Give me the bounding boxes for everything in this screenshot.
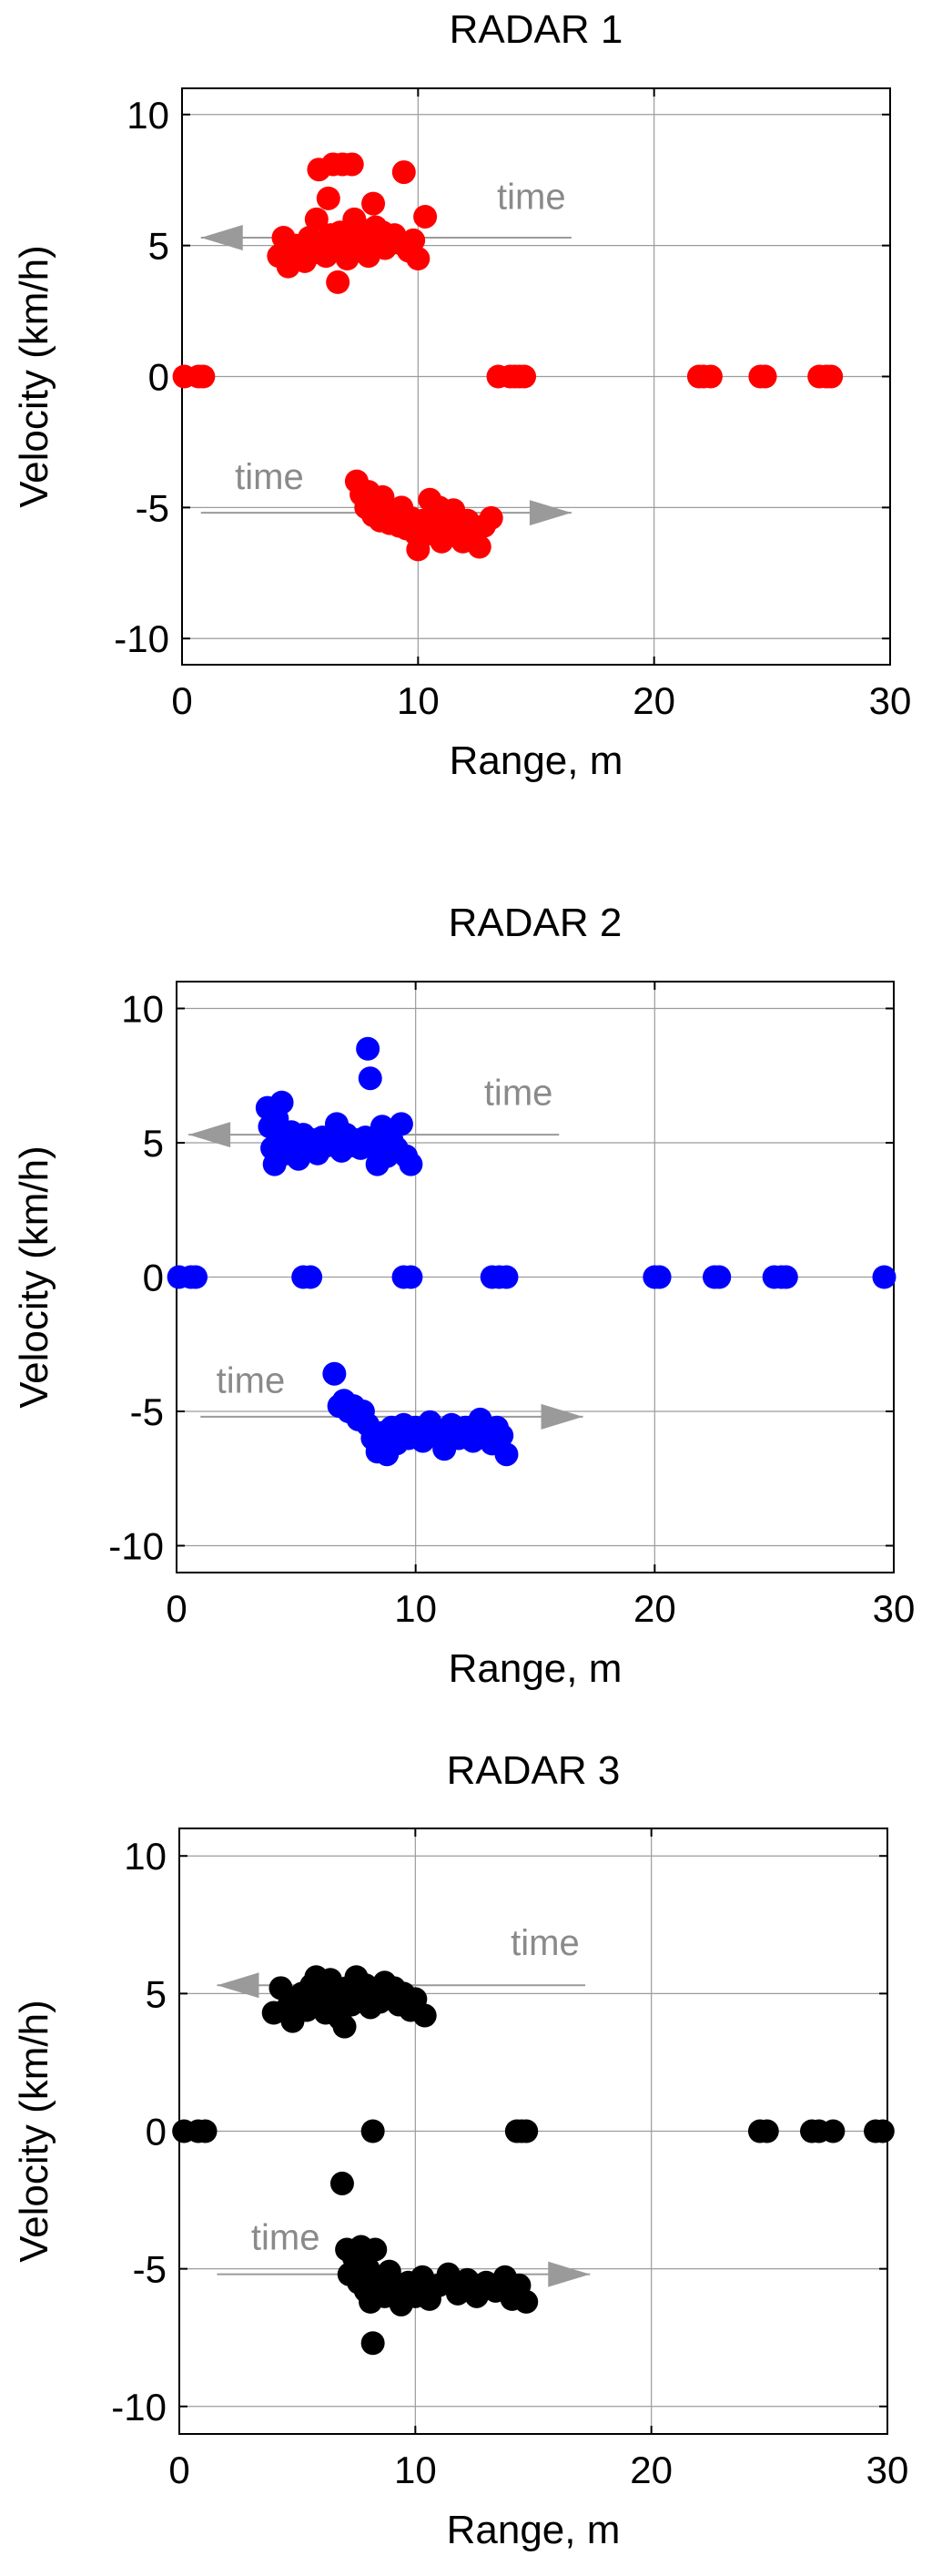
y-tick-label: -5: [133, 2248, 167, 2291]
data-point: [494, 1265, 519, 1289]
time-arrow-head: [541, 1403, 583, 1430]
data-point: [299, 1265, 323, 1289]
data-point: [356, 1036, 380, 1061]
data-point: [494, 1442, 519, 1467]
data-point: [358, 1066, 382, 1091]
time-arrow-head: [188, 1122, 231, 1148]
data-point: [329, 2171, 354, 2195]
x-axis-label: Range, m: [450, 738, 623, 783]
data-point: [191, 364, 216, 389]
y-tick-label: -10: [111, 2386, 167, 2428]
data-point: [316, 186, 340, 210]
y-tick-label: -10: [108, 1525, 164, 1568]
time-arrow-head: [529, 500, 572, 526]
x-tick-label: 10: [397, 679, 440, 722]
y-axis-label: Velocity (km/h): [12, 2000, 56, 2263]
data-point: [647, 1265, 672, 1289]
x-tick-label: 30: [873, 1587, 916, 1630]
data-point: [399, 1152, 423, 1176]
y-axis-label: Velocity (km/h): [12, 245, 56, 508]
y-tick-label: 5: [143, 1122, 164, 1165]
data-point: [821, 2119, 846, 2143]
x-axis-label: Range, m: [449, 1646, 623, 1691]
y-tick-label: 10: [124, 1835, 167, 1878]
data-point: [774, 1265, 798, 1289]
data-point: [436, 2262, 461, 2286]
chart-title: RADAR 2: [449, 901, 623, 945]
chart-title: RADAR 3: [447, 1748, 621, 1793]
data-point: [363, 2237, 388, 2262]
time-annotation-label: time: [511, 1923, 580, 1963]
y-tick-label: -5: [130, 1390, 164, 1433]
x-tick-label: 10: [394, 2449, 437, 2491]
x-tick-label: 30: [869, 679, 912, 722]
x-tick-label: 0: [166, 1587, 187, 1630]
x-tick-label: 20: [630, 2449, 673, 2491]
data-point: [467, 535, 491, 559]
time-annotation-label: time: [251, 2217, 320, 2257]
time-arrow-head: [217, 1972, 259, 1999]
chart-title: RADAR 1: [450, 7, 623, 52]
data-point: [512, 364, 537, 389]
time-arrow-head: [200, 225, 243, 251]
data-point: [406, 247, 431, 271]
data-point: [389, 1112, 413, 1136]
y-tick-label: 10: [127, 94, 169, 137]
data-point: [339, 152, 364, 177]
data-point: [391, 160, 416, 185]
time-annotation-label: time: [484, 1074, 553, 1114]
data-point: [401, 228, 426, 252]
time-annotation-label: time: [497, 177, 566, 217]
x-tick-label: 20: [633, 679, 675, 722]
data-point: [360, 2119, 385, 2143]
y-tick-label: 0: [143, 1257, 164, 1299]
data-point: [360, 2331, 385, 2356]
y-tick-label: 0: [148, 356, 169, 399]
time-annotation-label: time: [235, 457, 304, 497]
y-tick-label: 10: [121, 988, 164, 1031]
x-tick-label: 10: [394, 1587, 437, 1630]
x-axis-label: Range, m: [447, 2508, 621, 2552]
data-point: [870, 2119, 895, 2143]
x-tick-label: 20: [633, 1587, 676, 1630]
y-axis-label: Velocity (km/h): [12, 1145, 56, 1409]
time-annotation-label: time: [217, 1360, 286, 1400]
data-point: [269, 1090, 294, 1115]
y-tick-label: 0: [146, 2111, 167, 2153]
y-tick-label: -5: [136, 486, 169, 529]
data-point: [304, 207, 329, 231]
radar-panel-3: 0 10 20 30 10 5 0 -5 -10 time time RADAR 3 Range, m V…: [12, 1748, 908, 2552]
data-point: [872, 1265, 897, 1289]
x-tick-label: 0: [171, 679, 192, 722]
y-tick-label: 5: [146, 1972, 167, 2015]
data-point: [707, 1265, 732, 1289]
data-point: [479, 505, 503, 530]
data-point: [698, 364, 723, 389]
y-tick-label: 5: [148, 225, 169, 268]
data-point: [399, 1265, 423, 1289]
x-tick-label: 0: [168, 2449, 189, 2491]
radar-panel-1: 0 10 20 30 10 5 0 -5 -10 time time RADAR 1 Range, m V…: [12, 7, 911, 783]
data-point: [193, 2119, 218, 2143]
y-tick-label: -10: [114, 617, 169, 660]
data-point: [268, 1976, 293, 2001]
time-arrow-head: [548, 2261, 591, 2287]
data-point: [819, 364, 844, 389]
radar-panel-2: 0 10 20 30 10 5 0 -5 -10 time time RADAR 2 Range, m V…: [12, 901, 915, 1691]
x-tick-label: 30: [866, 2449, 909, 2491]
data-point: [755, 2119, 779, 2143]
data-point: [326, 270, 350, 294]
data-point: [184, 1265, 208, 1289]
data-point: [490, 1423, 514, 1448]
data-point: [413, 204, 438, 229]
data-point: [514, 2119, 539, 2143]
data-point: [514, 2289, 539, 2314]
data-point: [322, 1361, 347, 1386]
data-point: [753, 364, 777, 389]
data-point: [412, 2003, 437, 2028]
data-point: [332, 2014, 357, 2039]
data-point: [361, 191, 386, 216]
